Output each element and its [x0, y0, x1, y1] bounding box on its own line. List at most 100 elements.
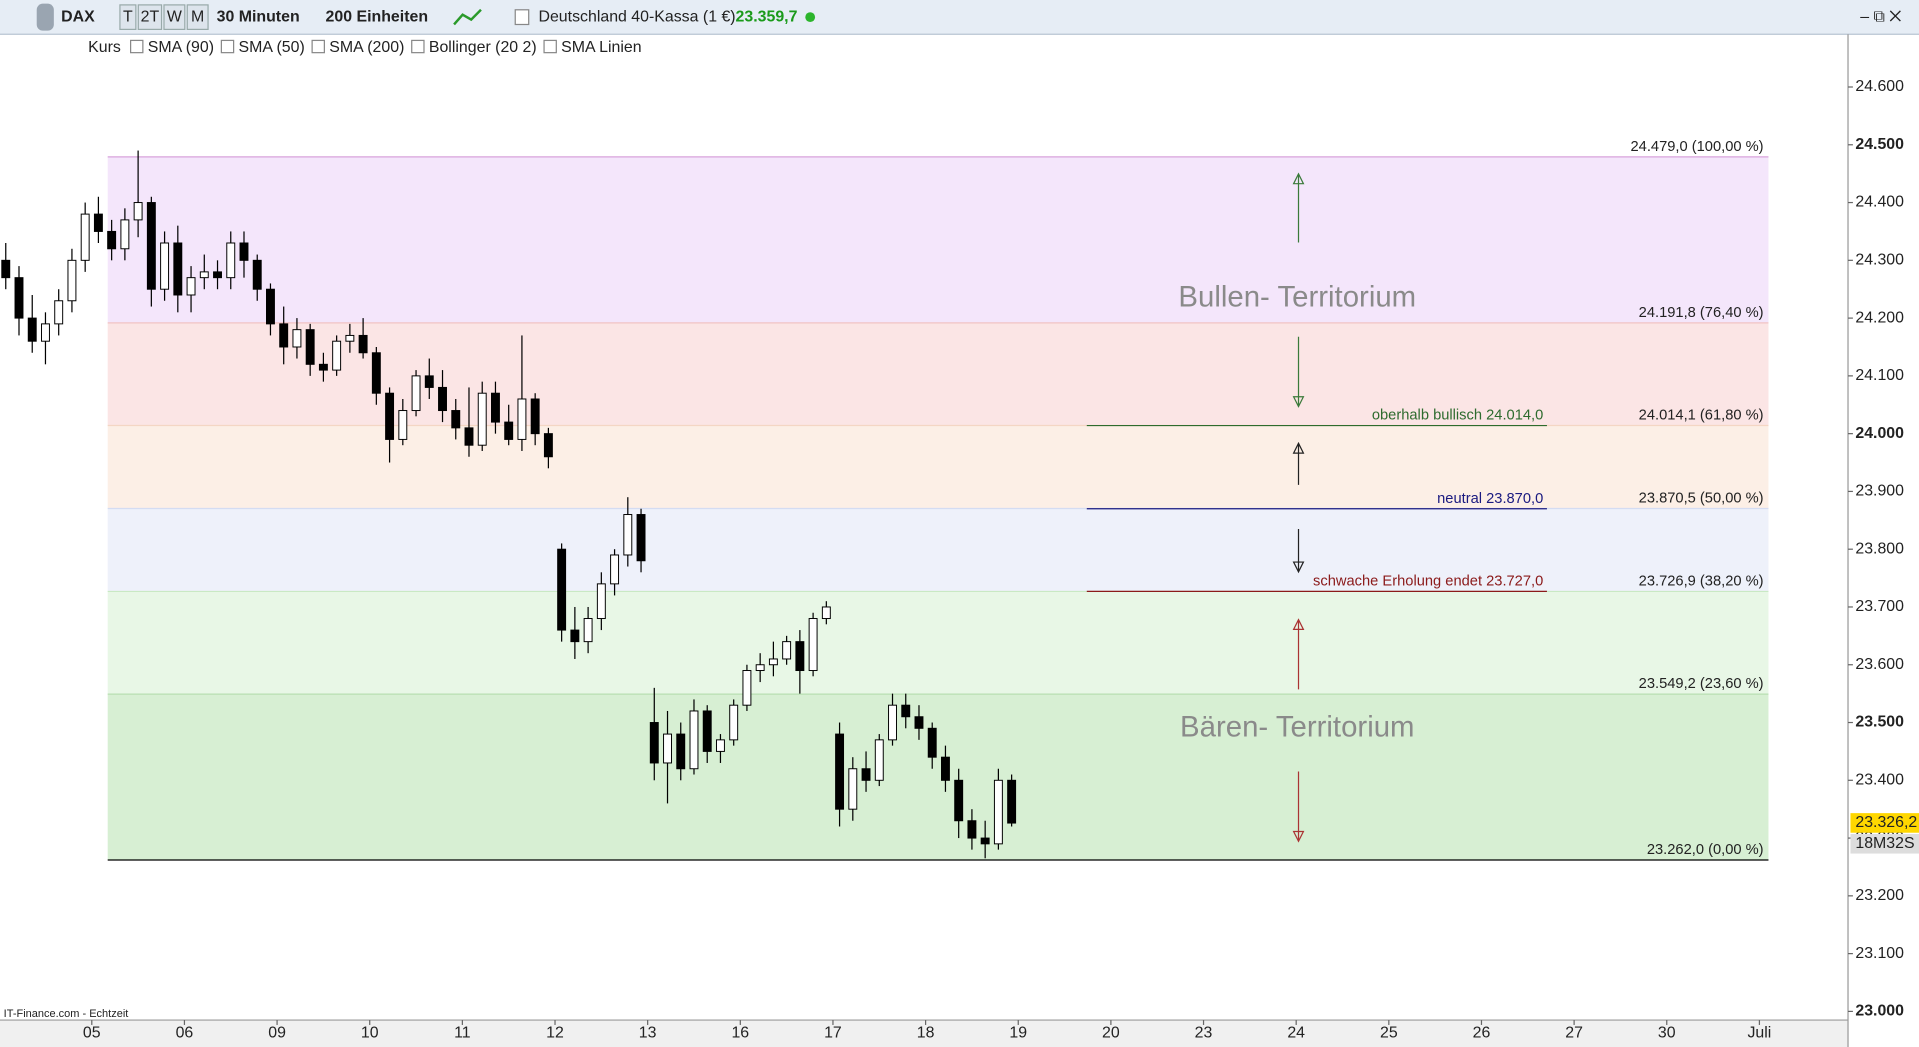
candle-body [861, 768, 871, 781]
candle-body [438, 386, 447, 412]
candle-body [1007, 779, 1017, 824]
checkbox[interactable] [543, 39, 557, 54]
x-tick-label: 06 [176, 1025, 194, 1042]
fib-band [107, 508, 1769, 592]
candle-body [980, 837, 990, 845]
candle-body [332, 340, 342, 371]
candle-body [940, 756, 950, 781]
candle-body [107, 230, 117, 250]
period-button[interactable] [119, 4, 137, 31]
candle-body [901, 704, 911, 718]
info-icon[interactable] [514, 9, 530, 26]
x-tick-label: 26 [1473, 1025, 1491, 1042]
x-tick-label: 27 [1565, 1025, 1583, 1042]
last-price-badge [1850, 813, 1919, 833]
candle-body [186, 277, 196, 296]
candle-body [504, 421, 514, 440]
fib-band [107, 591, 1769, 695]
indicator[interactable]: SMA (200) [329, 39, 404, 56]
checkbox[interactable] [411, 39, 425, 54]
arrow [1292, 336, 1305, 408]
candle-body [954, 779, 964, 822]
candle-body [279, 323, 289, 348]
candle-body [199, 271, 209, 279]
candle-body [888, 704, 897, 741]
fib-band [107, 156, 1769, 323]
candle-body [358, 334, 368, 354]
level-label: schwache Erholung endet 23.727,0 [1313, 573, 1543, 589]
x-tick-label: 05 [83, 1025, 101, 1042]
candle-body [226, 242, 236, 279]
candle-body [729, 704, 739, 741]
icon[interactable] [453, 8, 482, 26]
fib-label: 23.870,5 (50,00 %) [1639, 491, 1764, 507]
symbol[interactable]: DAX [61, 8, 95, 25]
x-tick-label: 17 [824, 1025, 842, 1042]
candle-body [305, 329, 315, 365]
fib-label: 24.191,8 (76,40 %) [1639, 305, 1764, 321]
indicator[interactable]: Kurs [88, 39, 121, 56]
candle-body [596, 583, 606, 620]
period-button[interactable] [186, 4, 209, 31]
x-tick-label: 18 [917, 1025, 935, 1042]
candle-body [543, 433, 553, 458]
y-tick-label: 23.400 [1855, 771, 1904, 788]
candle-body [610, 554, 620, 585]
candle-body [993, 779, 1003, 845]
checkbox[interactable] [220, 39, 235, 54]
y-tick-label: 23.000 [1855, 1003, 1904, 1020]
candle-body [530, 398, 540, 435]
indicator-bar: Kurs SMA (90) SMA (50) SMA (200) Bollinger (… [88, 39, 642, 56]
interval[interactable]: 30 Minuten [217, 8, 300, 25]
period[interactable]: T [123, 8, 133, 25]
candle-body [292, 329, 302, 348]
candle-body [663, 733, 672, 764]
arrow [1292, 172, 1305, 243]
period[interactable]: M [191, 8, 204, 25]
candle-body [252, 259, 262, 290]
arrows [1292, 172, 1305, 843]
checkbox[interactable] [130, 39, 144, 54]
candle-body [702, 710, 712, 752]
period-button[interactable] [163, 4, 186, 31]
candle-body [874, 739, 884, 781]
period-button[interactable] [137, 4, 163, 31]
indicator[interactable]: SMA (50) [239, 39, 305, 56]
annotation: Bären- Territorium [1180, 710, 1414, 743]
candle-body [835, 733, 845, 810]
fib-label: 23.262,0 (0,00 %) [1647, 842, 1764, 858]
candle-body [583, 618, 593, 643]
candle-body [239, 242, 249, 261]
footer: IT-Finance.com - Echtzeit [4, 1008, 129, 1020]
checkbox[interactable] [311, 39, 325, 54]
candle-body [213, 271, 222, 279]
x-tick-label: 16 [731, 1025, 749, 1042]
candle-body [676, 733, 686, 770]
y-tick-label: 23.500 [1855, 714, 1904, 731]
arrow [1292, 441, 1305, 485]
candle-body [490, 392, 500, 423]
period[interactable]: W [167, 8, 182, 25]
candle-body [266, 288, 275, 325]
period[interactable]: 2T [141, 8, 160, 25]
candle-body [1, 259, 11, 279]
indicator[interactable]: SMA Linien [561, 39, 641, 56]
candle-body [967, 820, 977, 839]
candle-body [636, 514, 646, 562]
candle-body [451, 410, 461, 429]
units[interactable]: 200 Einheiten [326, 8, 429, 25]
candle-body [318, 363, 328, 371]
fib-label: 24.014,1 (61,80 %) [1639, 408, 1764, 424]
indicator[interactable]: Bollinger (20 2) [429, 39, 537, 56]
window-controls[interactable]: – ⧉ ✕ [1860, 8, 1901, 25]
candle-body [649, 722, 659, 764]
fib-band [107, 694, 1769, 861]
icon[interactable] [36, 3, 54, 31]
candle-body [371, 352, 381, 394]
candle-body [120, 219, 130, 250]
candle-body [570, 629, 580, 643]
instrument: Deutschland 40-Kassa (1 €) [538, 8, 735, 25]
candle-body [411, 375, 421, 412]
indicator[interactable]: SMA (90) [148, 39, 214, 56]
